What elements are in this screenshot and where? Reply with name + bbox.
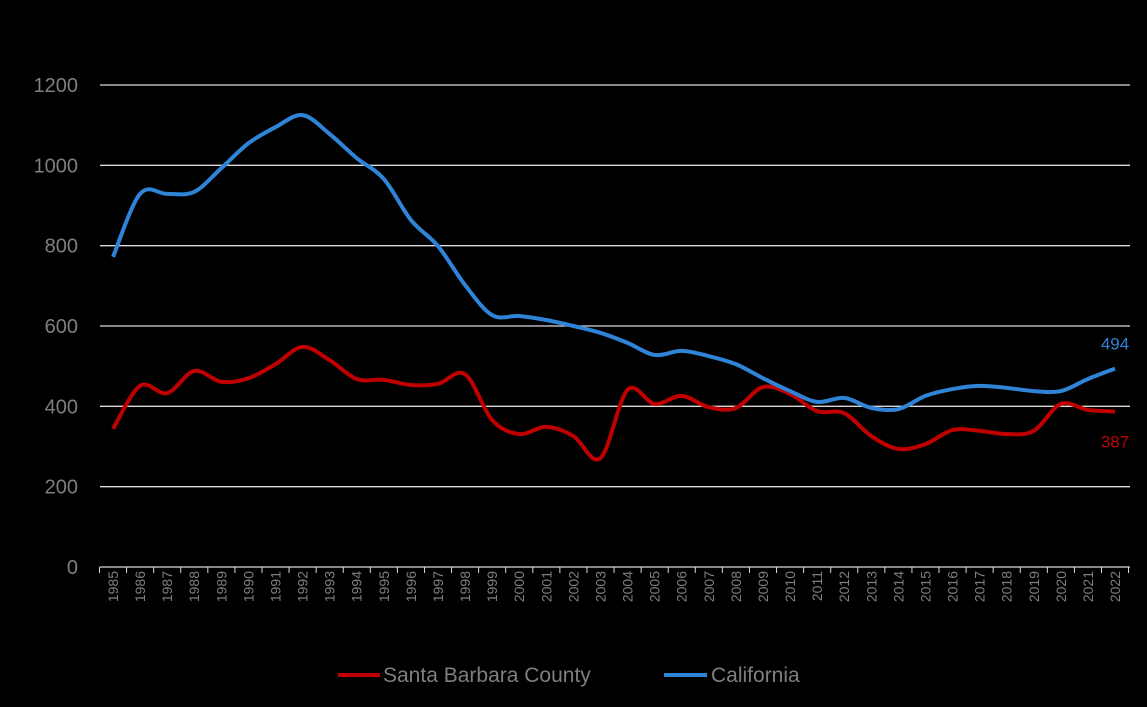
series-line-california: [111, 113, 1116, 413]
x-tick-label: 2002: [565, 571, 581, 602]
x-tick-label: 1996: [403, 571, 419, 602]
x-tick-label: 2014: [890, 571, 906, 602]
x-tick-label: 1991: [267, 571, 283, 602]
x-tick-label: 1988: [186, 571, 202, 602]
x-tick-label: 1989: [213, 571, 229, 602]
x-tick-label: 1999: [484, 571, 500, 602]
y-tick-label: 600: [45, 316, 78, 338]
x-tick-label: 2004: [620, 571, 636, 602]
y-tick-label: 400: [45, 396, 78, 418]
x-tick-label: 2006: [674, 571, 690, 602]
x-tick-label: 1992: [295, 571, 311, 602]
y-tick-label: 800: [45, 236, 78, 258]
end-label-santa-barbara-county: 387: [1101, 433, 1129, 452]
x-tick-label: 1993: [322, 571, 338, 602]
legend-label-santa-barbara: Santa Barbara County: [383, 664, 591, 687]
legend: Santa Barbara County California: [338, 664, 800, 687]
x-tick-label: 1990: [240, 571, 256, 602]
x-tick-label: 2019: [1026, 571, 1042, 602]
x-tick-label: 1985: [105, 571, 121, 602]
legend-label-california: California: [711, 664, 800, 687]
y-tick-label: 200: [45, 477, 78, 499]
x-tick-label: 2022: [1107, 571, 1123, 602]
x-tick-label: 1987: [159, 571, 175, 602]
gridlines: [100, 84, 1130, 568]
y-axis-ticks: 0 200 400 600 800 1000 1200: [34, 75, 79, 579]
x-tick-label: 2000: [511, 571, 527, 602]
x-tick-label: 1997: [430, 571, 446, 602]
x-tick-label: 2009: [755, 571, 771, 602]
series-lines: [111, 113, 1116, 462]
x-tick-label: 2012: [836, 571, 852, 602]
x-tick-label: 2016: [945, 571, 961, 602]
x-tick-label: 1986: [132, 571, 148, 602]
x-tick-label: 2013: [863, 571, 879, 602]
x-tick-label: 1995: [376, 571, 392, 602]
x-tick-label: 2015: [917, 571, 933, 602]
x-tick-label: 2020: [1053, 571, 1069, 602]
series-line-santa-barbara-county: [111, 344, 1116, 462]
x-axis-ticks: 1985 1986 1987 1988 1989 1990 1991 1992 1993 1994…: [99, 567, 1129, 602]
y-tick-label: 1000: [34, 155, 79, 177]
x-tick-label: 2018: [999, 571, 1015, 602]
x-tick-label: 1994: [349, 571, 365, 602]
data-labels: 387 494: [1101, 335, 1129, 452]
x-tick-label: 2021: [1080, 571, 1096, 602]
x-tick-label: 2011: [809, 571, 825, 601]
x-tick-label: 2008: [728, 571, 744, 602]
x-tick-label: 2017: [972, 571, 988, 602]
x-tick-label: 1998: [457, 571, 473, 602]
end-label-california: 494: [1101, 335, 1129, 354]
x-tick-label: 2001: [538, 571, 554, 602]
y-tick-label: 1200: [34, 75, 79, 97]
y-tick-label: 0: [67, 557, 78, 579]
x-tick-label: 2007: [701, 571, 717, 602]
x-tick-label: 2010: [782, 571, 798, 602]
x-tick-label: 2005: [647, 571, 663, 602]
x-tick-label: 2003: [592, 571, 608, 602]
